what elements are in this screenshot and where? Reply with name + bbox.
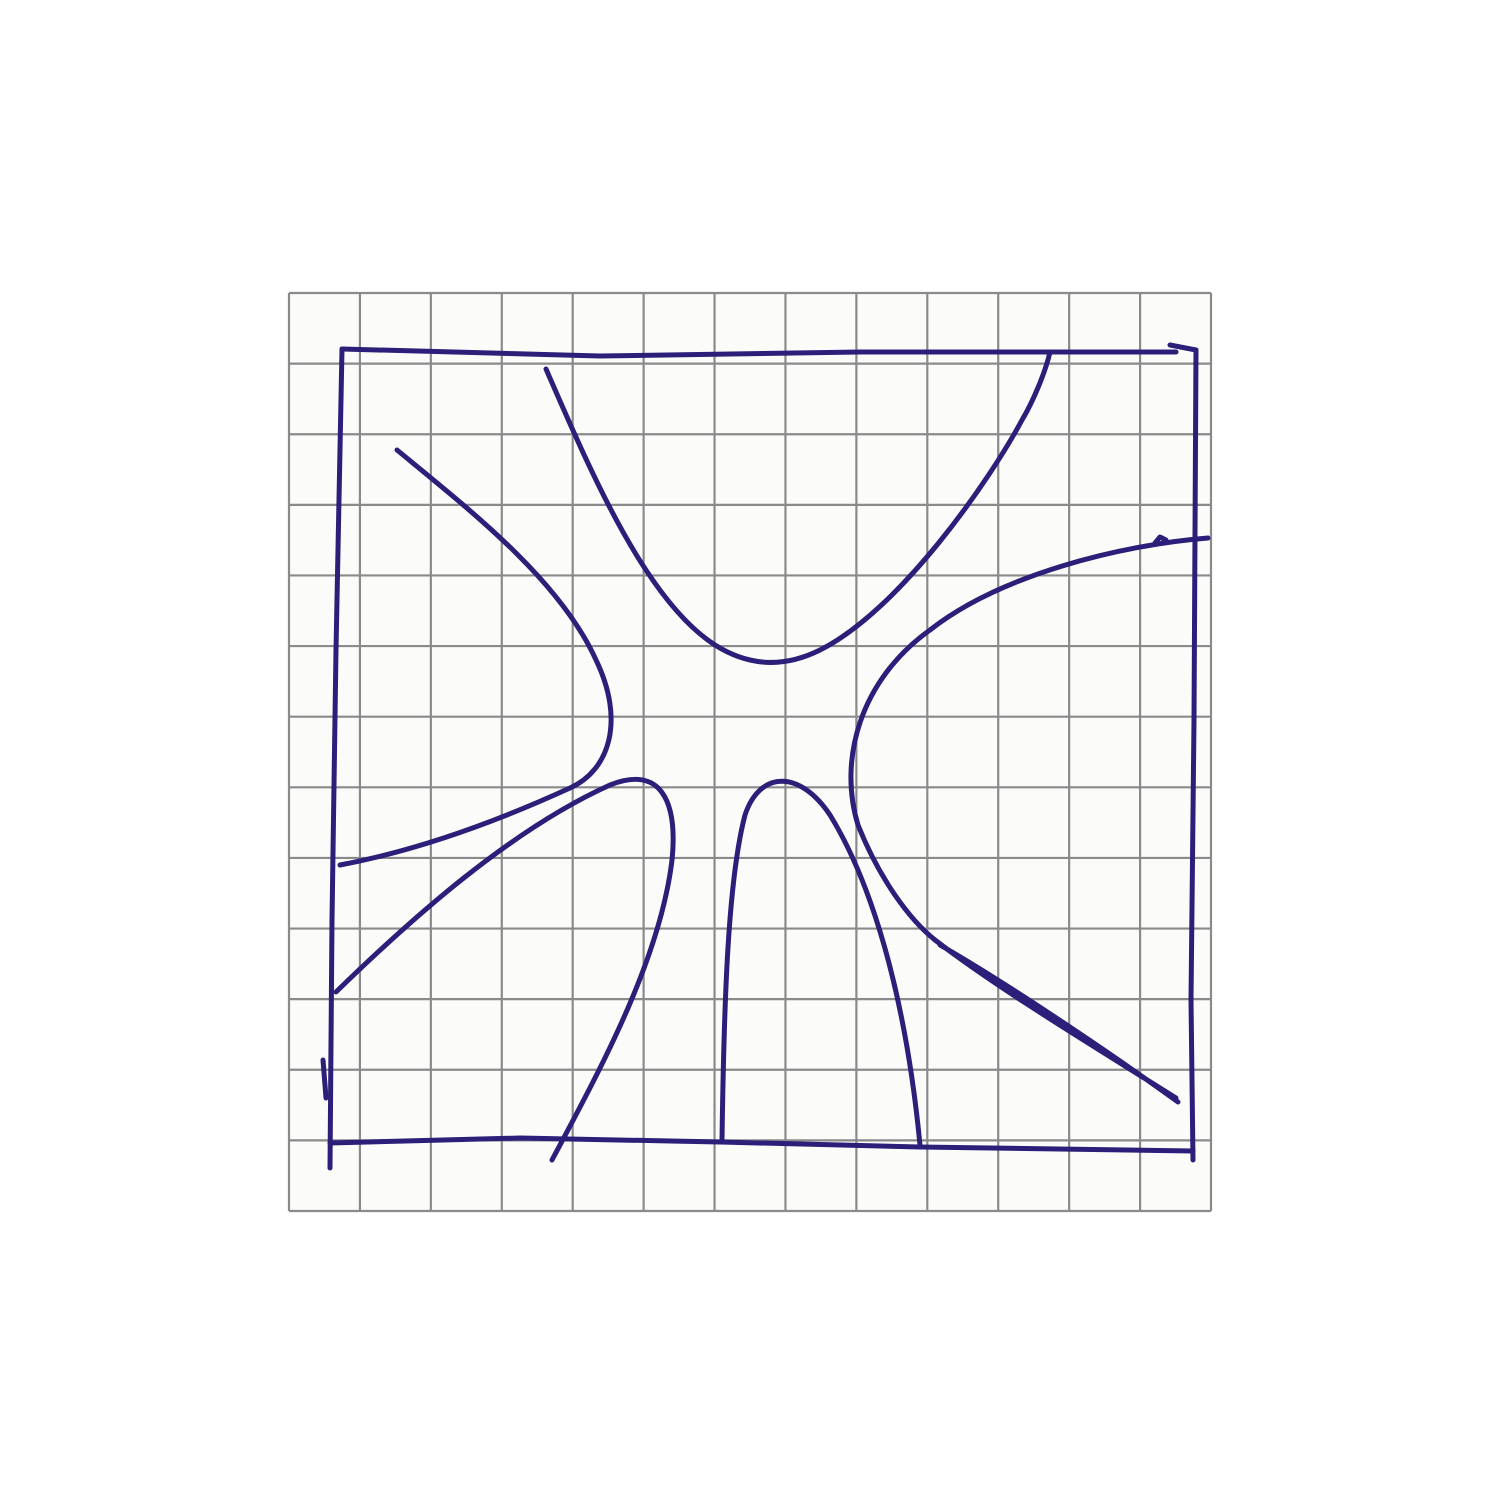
bottom-left-curve — [333, 777, 676, 1163]
ink-drawing — [320, 342, 1211, 1171]
top-curve — [543, 349, 1053, 665]
bottom-center-curve — [719, 778, 923, 1148]
graph-paper-sheet — [289, 293, 1211, 1211]
frame-left-tick — [320, 1057, 329, 1101]
frame-right-edge — [1188, 347, 1199, 1163]
ink-nib-mark — [1152, 534, 1169, 546]
left-curve — [337, 447, 614, 868]
frame-left-edge — [327, 346, 345, 1171]
frame-bottom-edge — [327, 1135, 1196, 1154]
frame-top-edge — [339, 342, 1199, 359]
right-curve — [848, 535, 1211, 1105]
grid-lines — [287, 291, 1213, 1213]
